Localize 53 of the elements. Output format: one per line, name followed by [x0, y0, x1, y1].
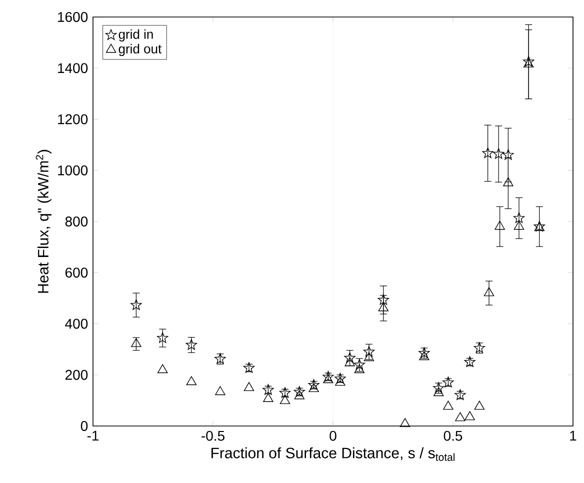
- x-tick-label: -1: [87, 430, 99, 440]
- point: [464, 411, 475, 420]
- point: [523, 56, 534, 67]
- y-tick-label: 400: [65, 318, 88, 329]
- point: [443, 400, 454, 410]
- point: [493, 148, 504, 159]
- point: [364, 352, 374, 362]
- point: [244, 382, 254, 392]
- point: [514, 220, 524, 230]
- point: [186, 376, 197, 386]
- point: [354, 364, 365, 374]
- point: [433, 387, 444, 396]
- point: [455, 412, 466, 422]
- point: [513, 212, 525, 223]
- y-tick-label: 1200: [58, 114, 88, 124]
- point: [419, 351, 430, 360]
- y-tick-label: 1000: [58, 165, 88, 176]
- x-tick-label: 1: [570, 430, 576, 440]
- y-tick-label: 0: [80, 421, 88, 431]
- point: [363, 346, 375, 357]
- legend-label: grid out: [118, 44, 162, 56]
- legend-label: grid in: [118, 29, 153, 42]
- point: [503, 177, 514, 186]
- point: [474, 400, 485, 410]
- x-axis-title: Fraction of Surface Distance, s / s$_{total}$: [212, 447, 455, 461]
- point: [484, 287, 494, 296]
- x-tick-label: -0.5: [202, 430, 224, 441]
- point: [294, 390, 305, 400]
- point: [378, 302, 389, 312]
- y-tick-label: 600: [65, 268, 88, 278]
- point: [335, 376, 346, 386]
- y-tick-label: 1400: [58, 63, 88, 74]
- y-axis-title: Heat Flux, q" (kW/m$^{2}$): [36, 150, 52, 293]
- y-tick-label: 1600: [58, 12, 88, 22]
- point: [157, 332, 168, 343]
- point: [308, 383, 319, 392]
- point: [502, 149, 514, 160]
- point: [157, 364, 168, 374]
- point: [344, 357, 355, 366]
- point: [131, 338, 142, 348]
- point: [494, 220, 505, 230]
- point: [215, 386, 226, 396]
- x-tick-label: 0: [330, 430, 336, 441]
- point: [186, 339, 197, 350]
- point: [323, 374, 334, 384]
- point: [344, 352, 356, 363]
- point: [400, 418, 410, 428]
- point: [130, 299, 142, 310]
- y-tick-label: 200: [65, 370, 88, 380]
- y-tick-label: 800: [65, 216, 88, 226]
- x-tick-label: 0.5: [444, 430, 462, 441]
- point: [523, 58, 534, 68]
- point: [482, 147, 494, 158]
